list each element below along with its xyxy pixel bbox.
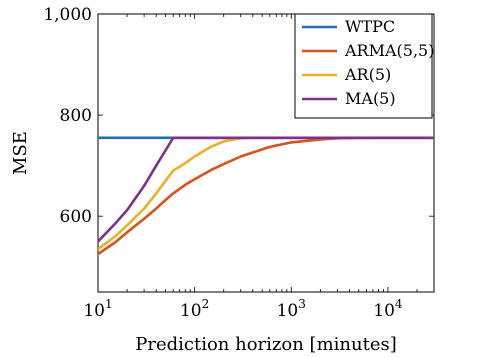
x-tick-base: 10 <box>180 301 202 321</box>
x-axis-label: Prediction horizon [minutes] <box>135 334 396 355</box>
x-tick-label: 102 <box>180 297 209 321</box>
x-tick-label: 103 <box>277 297 306 321</box>
legend-box <box>294 13 433 119</box>
y-tick-label: 600 <box>60 207 92 227</box>
legend-label-wtpc: WTPC <box>345 17 395 36</box>
y-axis-label: MSE <box>10 131 31 175</box>
x-tick-exponent: 4 <box>395 297 403 311</box>
legend-label-ma-5: MA(5) <box>345 89 396 108</box>
series-layer <box>98 136 434 256</box>
x-tick-exponent: 2 <box>202 297 210 311</box>
x-tick-base: 10 <box>83 301 105 321</box>
legend-label-ar-5: AR(5) <box>344 65 391 84</box>
y-tick-label: 1,000 <box>43 5 92 25</box>
x-tick-label: 104 <box>373 297 403 321</box>
plot-frame <box>97 13 435 293</box>
series-line-arma-5-5 <box>98 136 434 256</box>
x-tick-exponent: 3 <box>298 297 306 311</box>
x-tick-base: 10 <box>373 301 395 321</box>
y-tick-label: 800 <box>60 106 92 126</box>
legend: WTPC ARMA(5,5) AR(5) MA(5) <box>294 13 434 119</box>
series-line-ma-5 <box>98 136 434 243</box>
x-tick-label: 101 <box>83 297 112 321</box>
series-line-ar-5 <box>98 136 434 251</box>
x-axis-ticks: 101 102 103 104 <box>83 14 435 321</box>
x-tick-exponent: 1 <box>105 297 113 311</box>
x-tick-base: 10 <box>277 301 299 321</box>
legend-label-arma-5-5: ARMA(5,5) <box>344 41 434 60</box>
